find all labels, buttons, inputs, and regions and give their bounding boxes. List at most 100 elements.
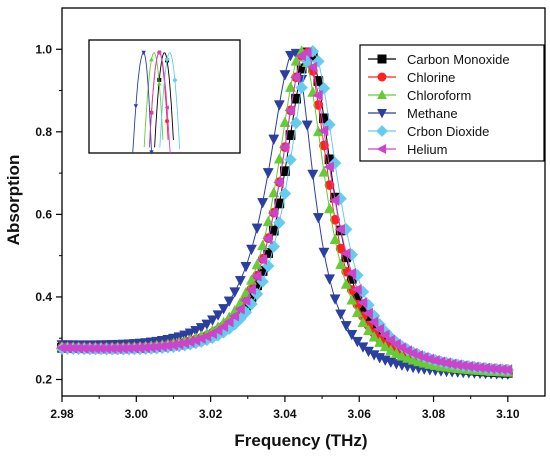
data-point <box>211 324 223 336</box>
legend-label: Crbon Dioxide <box>407 124 489 139</box>
y-tick-label: 0.2 <box>35 372 52 386</box>
data-point <box>229 287 241 298</box>
inset-point <box>149 150 154 155</box>
inset-series-line <box>143 52 164 148</box>
data-point <box>285 81 296 92</box>
data-point <box>285 130 296 140</box>
data-point <box>284 105 295 116</box>
data-point <box>328 156 342 170</box>
data-point <box>279 70 291 81</box>
y-tick-label: 1.0 <box>35 42 52 56</box>
data-point <box>217 321 229 333</box>
legend-marker <box>377 89 387 100</box>
legend-item: Chloroform <box>368 88 471 103</box>
legend-marker <box>376 144 387 154</box>
data-point <box>351 306 363 318</box>
inset-point <box>164 56 170 63</box>
inset-series-chloroform <box>143 52 164 148</box>
data-point <box>329 294 341 305</box>
inset-series-helium <box>148 50 171 154</box>
legend-marker <box>377 72 387 82</box>
data-point <box>257 198 269 209</box>
inset <box>88 39 241 155</box>
data-point <box>234 303 245 315</box>
legend-marker <box>377 108 387 119</box>
data-point <box>368 331 380 342</box>
data-point <box>245 284 256 296</box>
data-point <box>290 55 302 66</box>
data-point <box>385 344 397 355</box>
data-point <box>340 321 352 332</box>
data-point <box>206 315 218 326</box>
data-point <box>218 304 230 315</box>
x-tick-label: 3.04 <box>273 407 297 421</box>
data-point <box>295 81 308 94</box>
y-axis: 0.2 0.4 0.6 0.8 1.0 <box>35 42 62 386</box>
legend: Carbon Monoxide Chlorine Chloroform Methane… <box>359 44 545 162</box>
data-point <box>384 334 396 346</box>
data-point <box>278 187 292 200</box>
data-point <box>323 161 334 173</box>
data-point <box>357 316 369 328</box>
data-point <box>379 340 391 352</box>
data-point <box>368 316 379 328</box>
data-point <box>301 120 313 132</box>
y-tick-label: 0.8 <box>35 125 52 139</box>
data-point <box>356 297 368 309</box>
inset-point <box>141 50 146 55</box>
inset-series-line <box>159 52 181 150</box>
data-point <box>240 261 252 273</box>
legend-item: Helium <box>368 142 447 157</box>
data-point <box>262 233 273 245</box>
data-point <box>279 116 291 127</box>
legend-label: Helium <box>407 142 447 157</box>
inset-point <box>172 77 178 83</box>
data-point <box>256 253 268 265</box>
data-point <box>351 283 362 295</box>
data-point <box>329 194 340 206</box>
data-point <box>240 286 252 298</box>
data-point <box>374 336 386 347</box>
data-point <box>267 207 279 219</box>
data-point <box>268 186 280 198</box>
data-point <box>312 213 324 224</box>
data-point <box>273 176 284 188</box>
inset-point <box>157 81 162 86</box>
data-point <box>267 240 281 253</box>
data-point <box>312 89 323 101</box>
inset-point <box>156 50 162 55</box>
legend-label: Carbon Monoxide <box>407 52 510 67</box>
data-point <box>329 233 341 245</box>
inset-series-crbon-dioxide <box>159 52 181 150</box>
data-point <box>212 310 224 321</box>
data-point <box>390 347 402 358</box>
data-point <box>324 274 335 285</box>
x-tick-label: 3.10 <box>496 407 520 421</box>
data-point <box>330 214 340 225</box>
inset-series-line <box>154 52 174 148</box>
data-point <box>345 267 357 279</box>
data-point <box>262 168 274 179</box>
data-point <box>195 323 207 334</box>
legend-item: Carbon Monoxide <box>368 52 510 67</box>
data-point <box>190 326 202 337</box>
data-point <box>268 134 280 146</box>
data-point <box>501 364 513 376</box>
y-tick-label: 0.6 <box>35 207 52 221</box>
x-tick-label: 3.06 <box>348 407 372 421</box>
plot-border <box>61 7 546 397</box>
data-point <box>346 294 358 305</box>
data-point <box>246 274 257 285</box>
data-point <box>324 202 335 214</box>
data-point <box>307 169 319 181</box>
data-point <box>257 239 269 250</box>
data-point <box>317 125 329 137</box>
data-point <box>396 350 408 361</box>
x-axis: 2.98 3.00 3.02 3.04 3.06 3.08 3.10 <box>50 396 520 421</box>
data-point <box>346 329 358 341</box>
data-point <box>340 278 352 289</box>
data-point <box>273 100 285 111</box>
inset-point <box>164 105 169 110</box>
data-point <box>285 50 296 62</box>
